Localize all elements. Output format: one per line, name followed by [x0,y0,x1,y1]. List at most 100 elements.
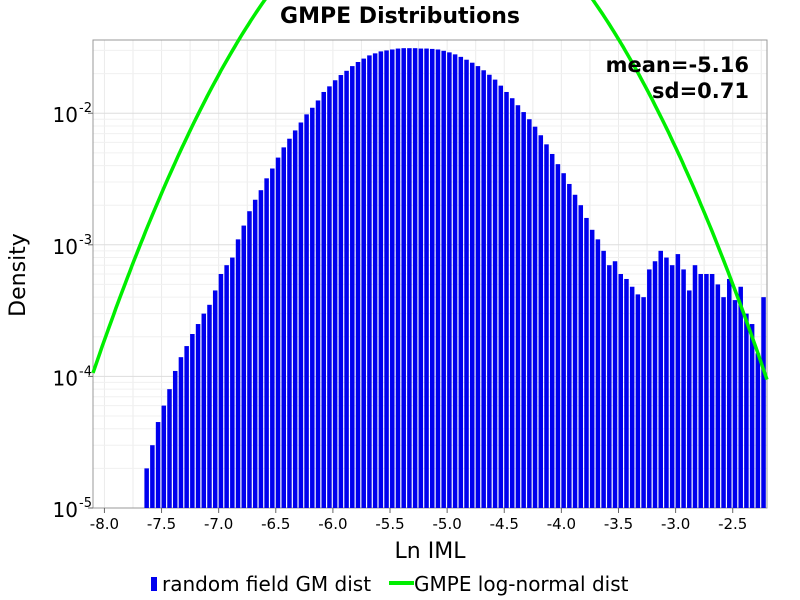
y-tick-base: 10 [53,498,78,522]
histogram-bars [144,48,766,509]
y-tick-label: 10 -4 [53,364,92,390]
x-axis-label: Ln IML [395,539,467,564]
histogram-bar [178,357,184,508]
histogram-bar [738,286,743,508]
histogram-bar [595,239,601,508]
histogram-bar [709,274,715,508]
x-tick-label: -7.0 [204,515,233,533]
x-tick-label: -8.0 [90,515,119,533]
y-tick-exponent: -3 [79,233,92,248]
histogram-bar [332,80,338,508]
histogram-bar [572,194,578,508]
y-tick-label: 10 -2 [53,101,92,127]
histogram-bar [624,278,629,508]
histogram-bar [161,405,167,508]
histogram-bar [172,370,178,508]
histogram-bar [247,211,252,509]
histogram-bar [704,274,709,508]
histogram-bar [515,105,521,508]
histogram-bar [195,324,201,508]
histogram-bar [664,257,669,508]
x-axis-ticks: -8.0 -7.5 -7.0 -6.5 -6.0 -5.5 -5.0 -4.5 -4.0 -3.5… [90,508,747,533]
histogram-bar [567,183,572,508]
histogram-bar [184,346,189,508]
histogram-bar [521,112,526,509]
histogram-bar [212,290,218,508]
histogram-bar [424,48,429,508]
histogram-bar [475,66,481,508]
histogram-bar [669,265,675,508]
histogram-bar [687,290,692,508]
histogram-bar [304,114,309,509]
histogram-bar [430,48,435,508]
histogram-bar [584,217,589,508]
y-tick-label: 10 -3 [53,233,92,259]
histogram-bar [681,269,686,508]
y-axis-label: Density [6,233,31,317]
histogram-bar [601,250,606,509]
histogram-bar [144,468,149,508]
histogram-bar [344,70,349,508]
histogram-bar [395,48,401,508]
histogram-bar [252,199,258,508]
histogram-bar [367,55,372,509]
legend-bar-swatch [151,577,157,591]
histogram-bar [167,389,172,508]
histogram-bar [509,98,515,509]
histogram-bar [618,274,624,508]
histogram-bar [418,48,424,508]
histogram-bar [264,178,269,508]
histogram-bar [761,297,766,508]
histogram-bar [190,333,195,508]
histogram-bar [201,313,207,508]
histogram-bar [270,168,275,508]
legend-bar-label: random field GM dist [162,572,371,596]
histogram-bar [412,48,418,509]
sd-annotation: sd=0.71 [652,79,749,103]
histogram-bar [544,144,549,508]
histogram-bar [372,53,378,508]
histogram-bar [561,173,566,508]
histogram-bar [744,313,749,508]
y-tick-exponent: -4 [79,364,92,379]
histogram-bar [258,190,264,508]
histogram-bar [321,91,326,508]
chart-title: GMPE Distributions [280,4,520,29]
histogram-bar [578,205,584,508]
histogram-bar [281,147,287,508]
histogram-bar [698,274,703,508]
histogram-bar [755,353,761,508]
legend: random field GM dist GMPE log-normal dis… [151,572,629,596]
y-tick-base: 10 [53,103,78,127]
histogram-bar [310,107,315,508]
x-tick-label: -6.5 [261,515,290,533]
x-tick-label: -3.0 [661,515,690,533]
histogram-bar [727,278,732,508]
histogram-bar [235,239,241,508]
histogram-bar [589,229,595,508]
x-tick-label: -2.5 [718,515,747,533]
histogram-bar [275,157,281,508]
histogram-bar [469,62,475,508]
y-tick-label: 10 -5 [53,496,92,522]
histogram-bar [538,135,544,508]
histogram-bar [384,50,389,508]
histogram-bar [692,265,698,508]
y-tick-base: 10 [53,235,78,259]
histogram-bar [464,59,469,509]
histogram-bar [658,250,663,509]
histogram-bar [487,74,492,509]
histogram-bar [350,66,355,508]
histogram-bar [435,49,441,508]
histogram-bar [452,54,458,508]
histogram-bar [218,274,224,508]
histogram-bar [555,164,561,508]
histogram-bar [607,265,612,508]
x-tick-label: -6.0 [318,515,347,533]
histogram-bar [721,297,726,508]
histogram-bar [504,91,509,508]
histogram-bar [612,261,618,508]
histogram-bar [732,300,738,508]
histogram-bar [629,286,635,508]
histogram-bar [241,225,247,508]
